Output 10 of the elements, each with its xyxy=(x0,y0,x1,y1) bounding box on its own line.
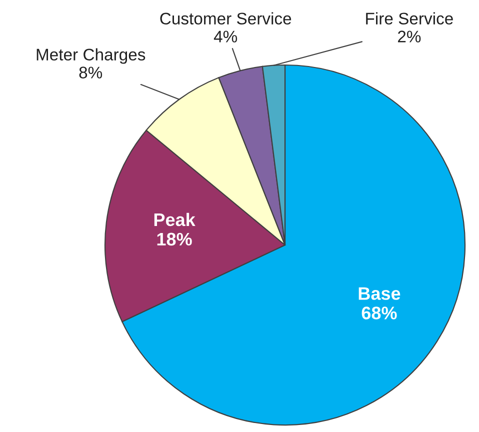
data-label: 4% xyxy=(214,30,238,42)
data-label: 68% xyxy=(362,306,397,320)
slice-label: Base xyxy=(358,287,400,300)
slice-label: Meter Charges xyxy=(36,48,146,64)
slice-label: Fire Service xyxy=(366,12,453,24)
data-label: 2% xyxy=(398,30,421,42)
slice-label: Peak xyxy=(154,212,196,226)
slice-label: Customer Service xyxy=(160,12,292,24)
data-label: 18% xyxy=(157,232,192,246)
data-label: 8% xyxy=(79,66,102,78)
